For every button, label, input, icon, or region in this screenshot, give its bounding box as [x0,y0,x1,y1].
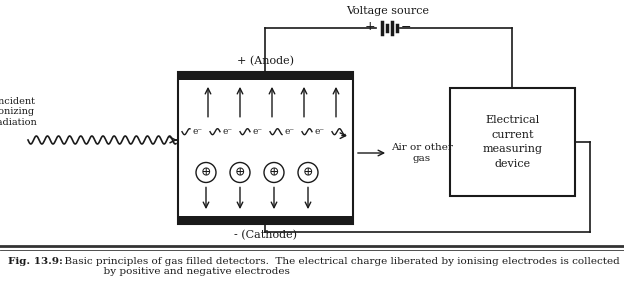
Text: ⊕: ⊕ [235,166,245,179]
Bar [450,88,575,196]
Text: e⁻: e⁻ [223,127,233,136]
Circle shape [230,162,250,182]
Text: ⊕: ⊕ [201,166,212,179]
Text: Air or other
gas: Air or other gas [391,143,453,163]
Text: e⁻: e⁻ [253,127,263,136]
Text: e⁻: e⁻ [193,127,203,136]
Text: Fig. 13.9:: Fig. 13.9: [8,257,63,266]
Text: +: + [364,20,375,33]
Circle shape [264,162,284,182]
Text: - (Cathode): - (Cathode) [234,230,297,240]
Circle shape [298,162,318,182]
Text: −: − [401,20,411,33]
Text: ⊕: ⊕ [269,166,280,179]
Text: + (Anode): + (Anode) [237,56,294,66]
Text: e⁻: e⁻ [285,127,295,136]
Text: Electrical
current
measuring
device: Electrical current measuring device [482,115,542,169]
Text: e⁻: e⁻ [315,127,325,136]
Text: Basic principles of gas filled detectors.  The electrical charge liberated by io: Basic principles of gas filled detectors… [58,257,620,276]
Bar [178,216,353,224]
Bar [178,72,353,80]
Text: ⊕: ⊕ [303,166,313,179]
Bar [178,72,353,224]
Text: Incident
ionizing
radiation: Incident ionizing radiation [0,97,37,127]
Text: Voltage source: Voltage source [346,6,429,16]
Circle shape [196,162,216,182]
